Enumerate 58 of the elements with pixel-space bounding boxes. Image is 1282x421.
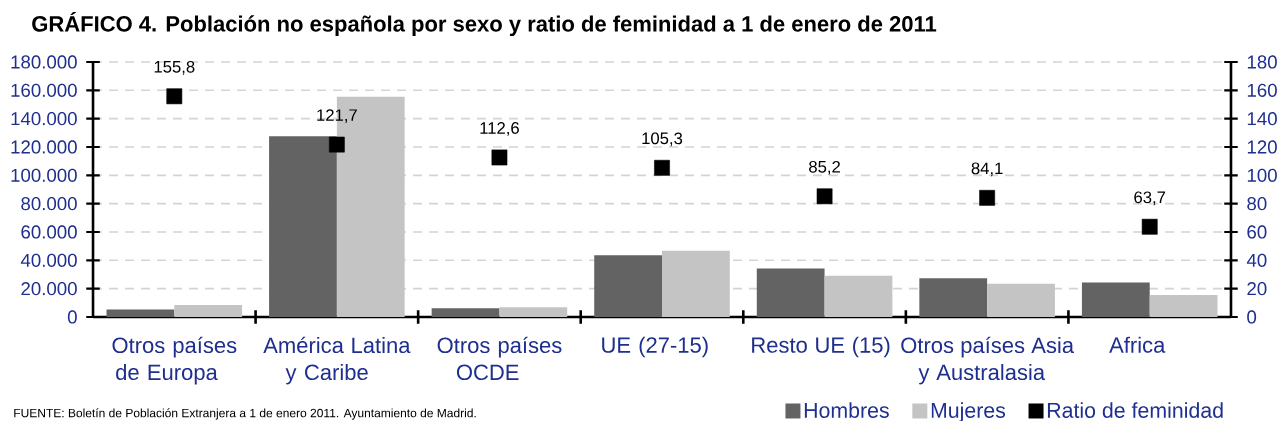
point [654,159,670,176]
y-tick-label: 20.000 [21,282,77,296]
y-tick-label: 100.000 [11,168,77,182]
y2-tick-label: 140 [1247,112,1277,126]
bar [431,308,500,317]
x-tick-label: Africa [1109,336,1166,353]
y-tick-label: 160.000 [11,83,77,97]
y2-tick-label: 180 [1247,55,1277,69]
y-tick-label: 80.000 [21,197,77,211]
y2-tick-label: 120 [1247,140,1277,154]
bar [756,268,825,317]
legend-label: Ratio de feminidad [1047,402,1223,418]
x-tick-label: Otros países de Europa [112,336,237,385]
y2-tick-label: 160 [1247,83,1277,97]
data-label: 63,7 [1134,191,1166,206]
legend-label: Hombres [804,402,889,418]
bar [106,309,175,317]
y-tick-label: 140.000 [11,112,77,126]
x-tick-label: UE (27-15) [602,336,708,358]
bar [1149,294,1218,317]
data-label: 84,1 [971,162,1003,177]
data-label: 155,8 [154,60,195,75]
bar [594,255,663,317]
y2-tick-label: 60 [1247,225,1267,239]
x-tick-label: Resto UE (15) [752,336,890,358]
bar [824,275,893,317]
chart-title: GRÁFICO 4. Población no española por sexo y ratio de feminidad a 1 de enero de 2011 [32,11,937,37]
point [1141,218,1158,235]
bar [174,305,243,317]
point [166,88,183,105]
data-label: 112,6 [480,122,519,136]
y-tick-label: 0 [67,310,77,324]
x-tick-label: Otros países OCDE [437,336,562,381]
y-tick-label: 40.000 [20,253,77,267]
y2-tick-label: 80 [1247,197,1267,211]
bar [269,136,337,317]
bar [987,283,1055,317]
point [329,136,345,153]
data-label: 105,3 [642,132,683,147]
y-tick-label: 180.000 [11,55,77,69]
data-label: 85,2 [809,160,840,175]
y2-tick-label: 20 [1247,282,1267,296]
point [816,188,833,205]
y2-tick-label: 40 [1246,253,1267,267]
y-tick-label: 60.000 [21,225,77,239]
bar [499,307,568,317]
point [491,149,508,166]
source-note: FUENTE: Boletín de Población Extranjera a 1 de enero 2011. Ayuntamiento de Madrid. [14,408,476,420]
x-tick-label: Otros países Asia y Australasia [901,336,1075,385]
point [979,189,996,206]
bar [1081,282,1150,317]
bar [662,250,730,317]
y2-tick-label: 100 [1247,168,1277,182]
y-tick-label: 120.000 [11,140,77,154]
y2-tick-label: 0 [1247,310,1257,324]
x-tick-label: América Latina y Caribe [263,336,411,385]
data-label: 121,7 [317,109,357,123]
bar [919,278,988,317]
